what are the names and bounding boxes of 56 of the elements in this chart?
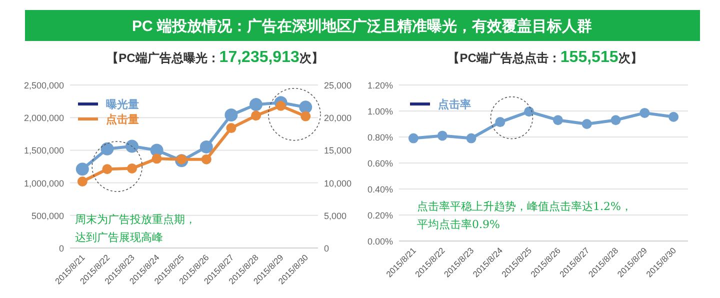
point [668, 112, 679, 122]
y2-tick-label: 5,000 [324, 210, 347, 221]
y-tick-label: 500,000 [31, 210, 64, 221]
chart-title: 【PC端广告总曝光：17,235,913次】 [106, 49, 324, 66]
point [437, 130, 448, 141]
y2-tick-label: 25,000 [324, 80, 352, 90]
point [152, 154, 162, 164]
text: PC 端投放情况：广告在深圳地区广泛且精准曝光，有效覆盖目标人群 [132, 17, 592, 35]
series-label: 点击率 [438, 98, 471, 111]
annotation: 点击率平稳上升趋势，峰值点击率达1.2%， [417, 200, 632, 213]
legend-label: 点击量 [106, 113, 139, 126]
point [250, 98, 262, 112]
chart-title: 【PC端广告总点击：155,515次】 [448, 49, 642, 66]
y2-tick-label: 0 [324, 244, 330, 254]
annotation: 平均点击率0.9% [417, 218, 500, 231]
point [200, 140, 213, 154]
y-tick-label: 0.00% [367, 236, 393, 246]
point [201, 154, 212, 164]
y-tick-label: 2,500,000 [24, 80, 64, 90]
point [524, 106, 534, 117]
y-tick-label: 1,000,000 [24, 178, 64, 188]
point [582, 119, 592, 129]
point [610, 115, 621, 126]
point [299, 100, 312, 114]
y-tick-label: 0.20% [367, 210, 393, 220]
point [76, 162, 89, 176]
y-tick-label: 1,500,000 [24, 146, 64, 156]
y-tick-label: 2,000,000 [24, 113, 64, 124]
point [495, 117, 506, 128]
point [276, 100, 286, 111]
point [552, 115, 563, 126]
point [176, 154, 187, 164]
point [640, 108, 650, 118]
point [224, 108, 238, 122]
annotation: 达到广告展现高峰 [75, 231, 163, 244]
point [77, 176, 88, 186]
y-tick-label: 0.40% [367, 184, 393, 194]
point [126, 140, 138, 153]
y-tick-label: 0 [58, 244, 64, 254]
y2-tick-label: 10,000 [324, 178, 352, 188]
y-tick-label: 1.00% [367, 106, 393, 116]
point [102, 164, 112, 174]
point [127, 163, 137, 174]
y2-tick-label: 15,000 [324, 146, 352, 156]
point [100, 142, 114, 156]
point [300, 111, 311, 122]
point [466, 133, 476, 144]
point [251, 110, 261, 121]
point [226, 123, 236, 134]
y-tick-label: 1.20% [367, 80, 393, 90]
y2-tick-label: 20,000 [324, 113, 352, 124]
y-tick-label: 0.80% [367, 132, 393, 142]
point [408, 133, 418, 144]
text: 曝光量 [106, 98, 139, 111]
y-tick-label: 0.60% [367, 158, 393, 168]
annotation: 周末为广告投放重点期， [75, 213, 196, 226]
